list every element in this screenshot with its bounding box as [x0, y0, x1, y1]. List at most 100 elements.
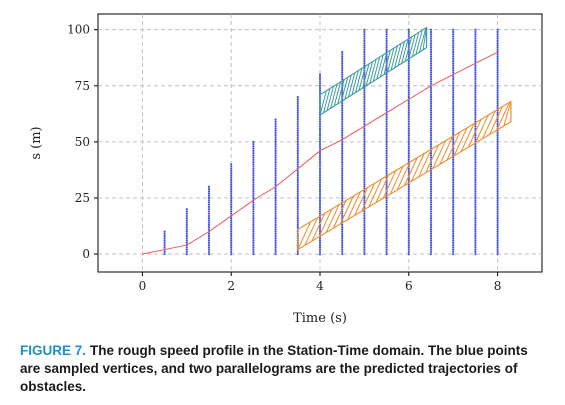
sampled-vertex — [274, 248, 277, 251]
sampled-vertex — [230, 235, 233, 238]
sampled-vertex — [407, 248, 410, 251]
sampled-vertex — [474, 42, 477, 45]
sampled-vertex — [407, 223, 410, 226]
sampled-vertex — [452, 104, 455, 108]
sampled-vertex — [274, 203, 277, 206]
sampled-vertex — [230, 210, 233, 213]
sampled-vertex — [163, 230, 166, 233]
speed-profile-line — [142, 51, 498, 255]
sampled-vertex — [407, 86, 410, 90]
sampled-vertex — [341, 252, 344, 256]
sampled-vertex — [207, 190, 211, 193]
sampled-vertex — [452, 241, 455, 244]
sampled-vertex — [363, 196, 366, 200]
sampled-vertex — [296, 129, 299, 132]
sampled-vertex — [429, 120, 433, 123]
sampled-vertex — [207, 237, 211, 240]
sampled-vertex — [496, 217, 499, 220]
obstacle-hatch — [372, 56, 381, 82]
sampled-vertex — [385, 91, 388, 94]
sampled-vertex — [452, 172, 455, 175]
sampled-vertex — [230, 250, 233, 253]
sampled-vertex — [296, 145, 299, 148]
sampled-vertex — [163, 243, 166, 247]
sampled-vertex — [230, 237, 233, 240]
sampled-vertex — [474, 156, 477, 159]
sampled-vertex — [252, 154, 255, 157]
sampled-vertex — [274, 228, 277, 231]
sampled-vertex — [407, 120, 410, 123]
sampled-vertex — [252, 185, 255, 188]
obstacle-hatch — [396, 161, 411, 191]
sampled-vertex — [407, 250, 410, 253]
sampled-vertex — [296, 109, 299, 112]
sampled-vertex — [185, 223, 188, 226]
sampled-vertex — [341, 174, 344, 177]
sampled-vertex — [341, 111, 344, 114]
sampled-vertex — [407, 228, 410, 231]
sampled-vertex — [452, 243, 455, 247]
sampled-vertex — [452, 77, 455, 81]
sampled-vertex — [496, 48, 499, 51]
sampled-vertex — [363, 116, 366, 119]
sampled-vertex — [496, 169, 499, 173]
sampled-vertex — [474, 187, 477, 191]
sampled-vertex — [496, 205, 499, 209]
sampled-vertex — [185, 239, 188, 242]
sampled-vertex — [385, 33, 388, 36]
sampled-vertex — [252, 176, 255, 179]
sampled-vertex — [474, 178, 477, 182]
sampled-vertex — [474, 53, 477, 56]
sampled-vertex — [363, 158, 366, 161]
sampled-vertex — [318, 237, 322, 240]
x-tick-label: 8 — [494, 279, 502, 293]
sampled-vertex — [163, 252, 166, 256]
sampled-vertex — [318, 205, 322, 209]
sampled-vertex — [452, 149, 455, 152]
sampled-vertex — [274, 131, 277, 135]
obstacle-hatch — [390, 45, 398, 71]
sampled-vertex — [296, 136, 299, 139]
sampled-vertex — [318, 158, 322, 161]
sampled-vertex — [474, 84, 477, 87]
sampled-vertex — [452, 190, 455, 193]
sampled-vertex — [363, 102, 366, 105]
sampled-vertex — [429, 66, 433, 69]
sampled-vertex — [341, 62, 344, 65]
sampled-vertex — [163, 232, 166, 235]
sampled-vertex — [429, 86, 433, 90]
sampled-vertex — [296, 113, 299, 117]
sampled-vertex — [496, 80, 499, 83]
obstacle-hatch — [304, 217, 319, 246]
y-axis-ticks: 0 25 50 75 100 — [67, 23, 98, 261]
sampled-vertex — [496, 60, 499, 63]
sampled-vertex — [496, 196, 499, 200]
sampled-vertex — [496, 35, 499, 38]
sampled-vertex — [318, 143, 322, 146]
sampled-vertex — [407, 232, 410, 235]
sampled-vertex — [230, 228, 233, 231]
sampled-vertex — [363, 250, 366, 253]
sampled-vertex — [363, 39, 366, 43]
sampled-vertex — [185, 246, 188, 249]
sampled-vertex — [385, 214, 388, 218]
sampled-vertex — [496, 201, 499, 204]
sampled-vertex — [318, 183, 322, 186]
sampled-vertex — [407, 149, 410, 152]
sampled-vertex — [274, 190, 277, 193]
sampled-vertex — [385, 169, 388, 173]
sampled-vertex — [230, 248, 233, 251]
sampled-vertex — [296, 95, 299, 99]
sampled-vertex — [252, 235, 255, 238]
sampled-vertex — [296, 201, 299, 204]
sampled-vertex — [341, 199, 344, 202]
sampled-vertex — [296, 176, 299, 179]
sampled-vertex — [407, 104, 410, 108]
sampled-vertex — [452, 228, 455, 231]
sampled-vertex — [296, 98, 299, 101]
sampled-vertex — [452, 113, 455, 117]
sampled-vertex — [363, 44, 366, 47]
sampled-vertex — [363, 60, 366, 63]
sampled-vertex — [474, 33, 477, 36]
sampled-vertex — [296, 169, 299, 173]
